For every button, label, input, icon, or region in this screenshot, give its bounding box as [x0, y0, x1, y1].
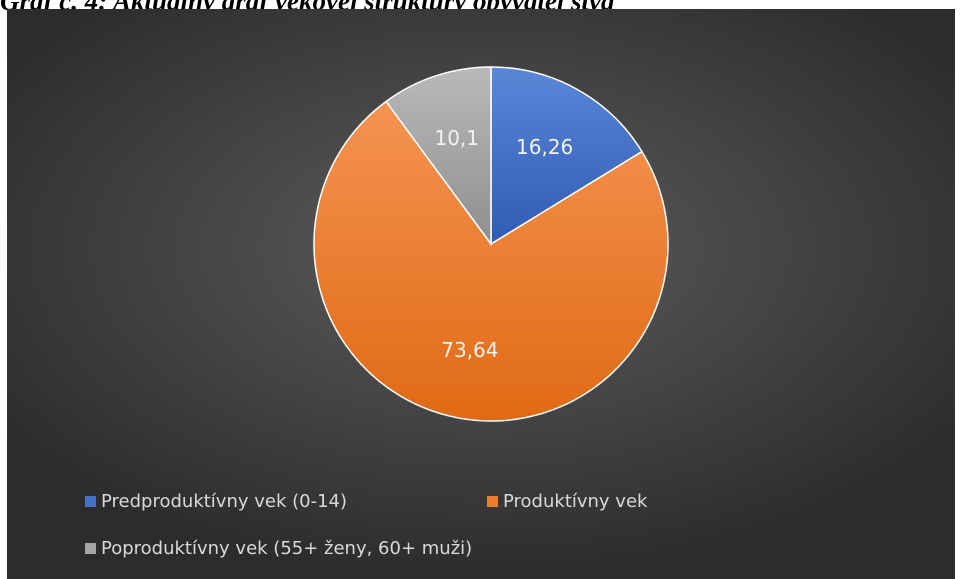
chart-area: 16,26 73,64 10,1 Predproduktívny vek (0-14… — [7, 9, 955, 579]
pie-slice-produktivny — [313, 100, 669, 422]
legend-label: Produktívny vek — [503, 491, 648, 512]
pie-chart: 16,26 73,64 10,1 — [313, 66, 669, 422]
data-label-poproduktivny: 10,1 — [434, 126, 479, 150]
legend-item-predproduktivny: Predproduktívny vek (0-14) — [85, 489, 347, 515]
legend-swatch-orange — [487, 496, 498, 507]
legend: Predproduktívny vek (0-14) Produktívny v… — [7, 9, 955, 579]
data-label-produktivny: 73,64 — [441, 338, 498, 362]
pie-slice-poproduktivny — [385, 66, 492, 247]
legend-item-produktivny: Produktívny vek — [487, 489, 647, 515]
legend-label: Predproduktívny vek (0-14) — [101, 491, 348, 512]
pie-slices — [313, 66, 669, 422]
legend-swatch-gray — [85, 543, 96, 554]
legend-swatch-blue — [85, 496, 96, 507]
pie-slice-predproduktivny — [490, 66, 644, 246]
pie-data-labels: 16,26 73,64 10,1 — [434, 126, 573, 362]
legend-label: Poproduktívny vek (55+ ženy, 60+ muži) — [101, 538, 473, 559]
legend-item-poproduktivny: Poproduktívny vek (55+ ženy, 60+ muži) — [85, 536, 472, 562]
data-label-predproduktivny: 16,26 — [516, 135, 573, 159]
